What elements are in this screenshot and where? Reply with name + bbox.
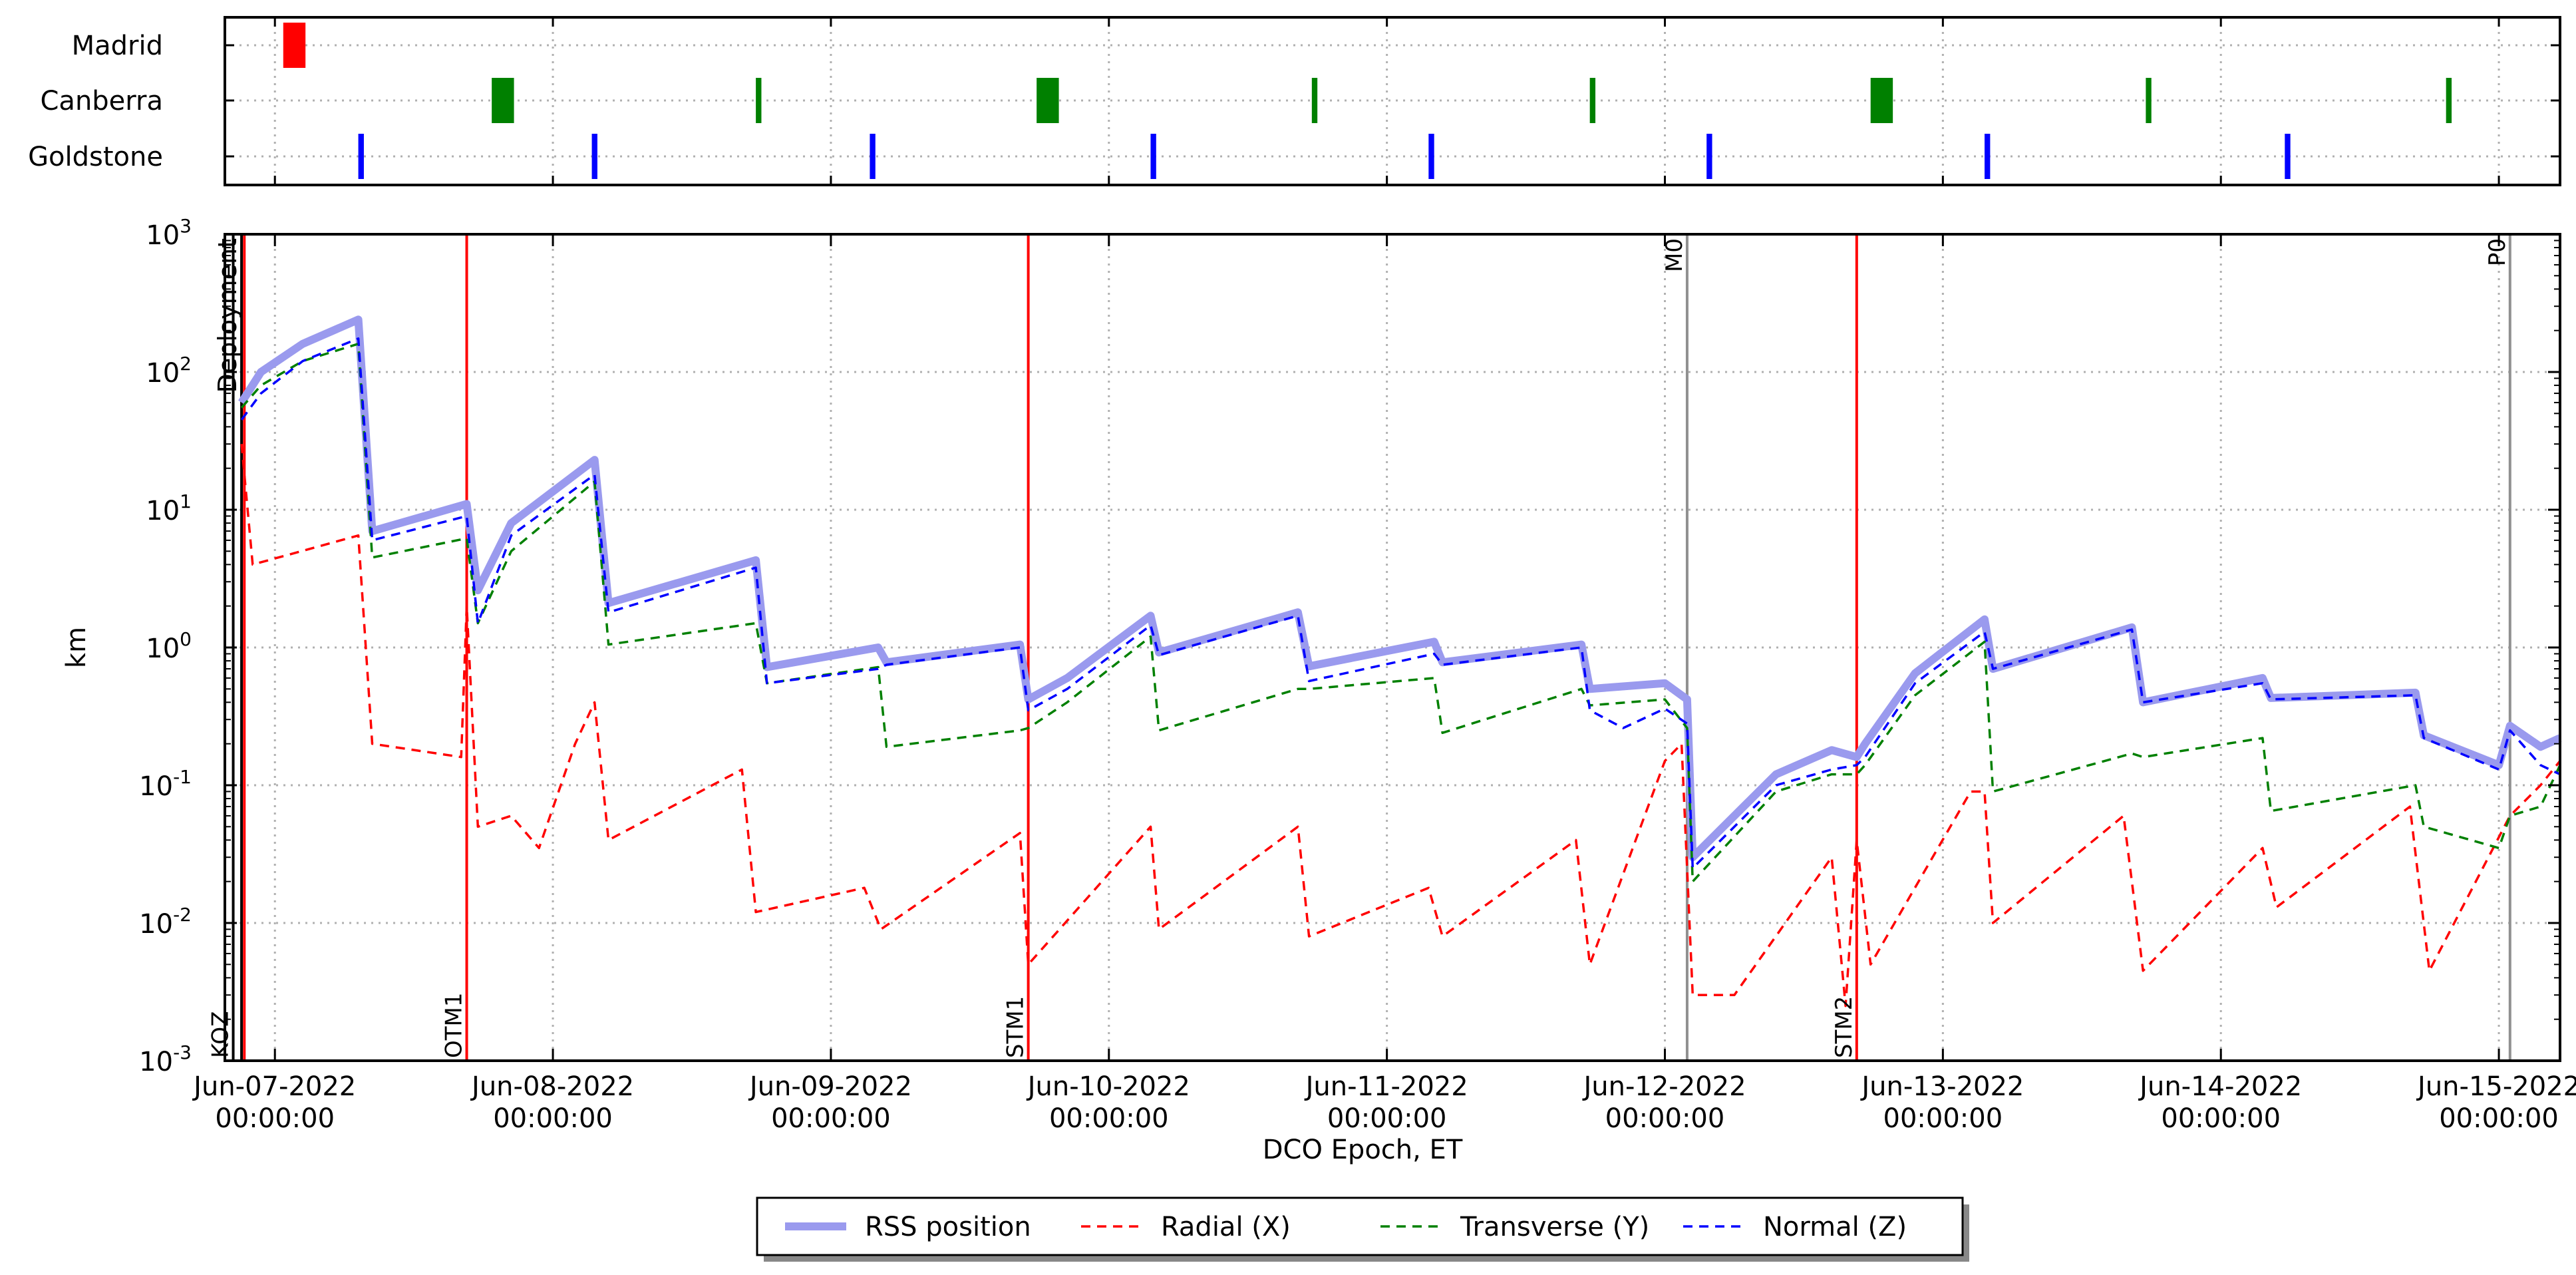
x-tick-time: 00:00:00: [215, 1103, 335, 1134]
x-tick-time: 00:00:00: [1049, 1103, 1169, 1134]
x-tick-date: Jun-12-2022: [1581, 1071, 1746, 1102]
pass-canberra-0: [492, 78, 514, 123]
x-tick-time: 00:00:00: [493, 1103, 613, 1134]
pass-goldstone-0: [358, 134, 364, 179]
pass-canberra-7: [2446, 78, 2452, 123]
y-tick-labels: 10-3 10-2 10-1 100 101 102 103: [139, 215, 192, 1077]
y-tick-label: 101: [146, 490, 192, 526]
event-label-stm2: STM2: [1831, 996, 1857, 1058]
x-tick-date: Jun-09-2022: [748, 1071, 912, 1102]
series-lines: [238, 315, 2562, 1007]
x-tick-date: Jun-10-2022: [1026, 1071, 1190, 1102]
pass-canberra-6: [2146, 78, 2152, 123]
station-timeline-chart: Madrid Canberra Goldstone: [28, 16, 2561, 186]
series-line-normal-z: [240, 337, 2561, 870]
pass-canberra-5: [1870, 78, 1893, 123]
event-label-deployment: Deployment: [213, 238, 242, 393]
pass-canberra-1: [756, 78, 762, 123]
timeline-row-labels: Madrid Canberra Goldstone: [28, 31, 163, 172]
timeline-label-madrid: Madrid: [72, 31, 163, 61]
x-tick-date: Jun-14-2022: [2138, 1071, 2302, 1102]
y-tick-label: 10-3: [139, 1041, 192, 1077]
event-label-m0: M0: [1661, 238, 1688, 272]
pass-madrid-0: [283, 23, 306, 68]
legend-frame: [756, 1196, 1964, 1256]
timeline-ticks: [225, 17, 2560, 185]
pass-goldstone-1: [591, 134, 597, 179]
x-tick-time: 00:00:00: [2439, 1103, 2559, 1134]
legend-label-3: Normal (Z): [1763, 1212, 1907, 1242]
pass-canberra-4: [1589, 78, 1596, 123]
pass-goldstone-7: [2285, 134, 2291, 179]
legend-label-1: Radial (X): [1161, 1212, 1291, 1242]
y-tick-label: 103: [146, 215, 192, 251]
x-tick-time: 00:00:00: [771, 1103, 891, 1134]
event-label-stm1: STM1: [1003, 996, 1029, 1058]
legend-label-2: Transverse (Y): [1460, 1212, 1649, 1242]
x-tick-time: 00:00:00: [2161, 1103, 2281, 1134]
pass-canberra-3: [1311, 78, 1318, 123]
y-tick-label: 102: [146, 353, 192, 389]
x-tick-time: 00:00:00: [1883, 1103, 2003, 1134]
timeline-passes: [283, 23, 2452, 179]
y-tick-label: 100: [146, 628, 192, 664]
y-tick-label: 10-2: [139, 904, 192, 940]
x-tick-date: Jun-13-2022: [1859, 1071, 2024, 1102]
event-label-koz: KOZ: [208, 1011, 234, 1059]
pass-goldstone-5: [1706, 134, 1712, 179]
series-line-transverse-y: [240, 342, 2561, 883]
legend-label-0: RSS position: [865, 1212, 1031, 1242]
legend-items: RSS position Radial (X) Transverse (Y) Norm…: [785, 1212, 1907, 1242]
legend: RSS position Radial (X) Transverse (Y) Norm…: [756, 1196, 1969, 1262]
event-labels: KOZ Deployment OTM1 STM1 M0 STM2 P0: [208, 238, 2511, 1058]
x-axis-label: DCO Epoch, ET: [1263, 1135, 1463, 1165]
pass-goldstone-6: [1985, 134, 1991, 179]
series-line-rss-position: [238, 315, 2562, 862]
main-axes-frame: [224, 233, 2561, 1062]
timeline-axes-frame: [224, 16, 2561, 186]
pass-goldstone-2: [870, 134, 876, 179]
y-tick-label: 10-1: [139, 766, 192, 802]
timeline-label-goldstone: Goldstone: [28, 142, 163, 172]
x-tick-date: Jun-07-2022: [192, 1071, 356, 1102]
timeline-label-canberra: Canberra: [41, 86, 164, 116]
event-label-p0: P0: [2484, 238, 2511, 266]
x-tick-time: 00:00:00: [1327, 1103, 1447, 1134]
x-tick-date: Jun-08-2022: [470, 1071, 634, 1102]
series-line-radial-x: [240, 444, 2561, 1007]
x-tick-time: 00:00:00: [1605, 1103, 1725, 1134]
x-tick-date: Jun-15-2022: [2416, 1071, 2576, 1102]
timeline-grid: [225, 17, 2560, 185]
event-label-otm1: OTM1: [441, 993, 468, 1059]
x-tick-date: Jun-11-2022: [1304, 1071, 1468, 1102]
y-axis-label: km: [61, 627, 92, 668]
pass-canberra-2: [1037, 78, 1059, 123]
pass-goldstone-4: [1428, 134, 1434, 179]
pass-goldstone-3: [1150, 134, 1156, 179]
x-tick-labels: Jun-07-202200:00:00Jun-08-202200:00:00Ju…: [192, 1071, 2576, 1134]
